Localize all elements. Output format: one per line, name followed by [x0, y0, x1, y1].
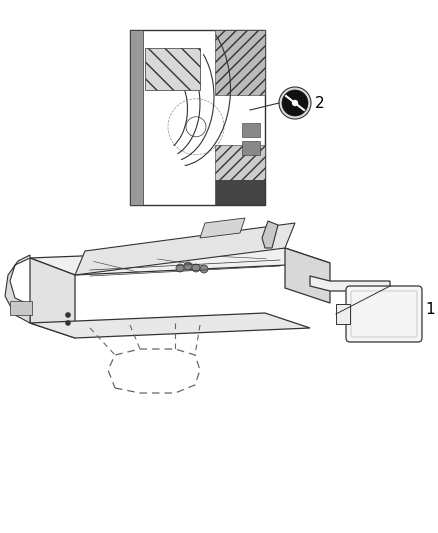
Bar: [130, 30, 265, 205]
Bar: [242, 141, 260, 155]
Bar: [10, 301, 32, 315]
FancyBboxPatch shape: [346, 286, 422, 342]
Circle shape: [192, 264, 200, 272]
Polygon shape: [285, 248, 330, 303]
Bar: [145, 48, 200, 90]
Bar: [215, 145, 265, 180]
Text: 1: 1: [425, 303, 434, 318]
Bar: [130, 30, 143, 205]
Polygon shape: [336, 304, 350, 324]
Bar: [242, 123, 260, 137]
Polygon shape: [200, 218, 245, 238]
Bar: [215, 180, 265, 205]
Circle shape: [292, 100, 298, 106]
Text: 2: 2: [315, 95, 325, 110]
Circle shape: [66, 320, 71, 326]
Bar: [215, 30, 265, 95]
Circle shape: [184, 262, 192, 270]
Polygon shape: [30, 248, 330, 275]
Circle shape: [279, 87, 311, 119]
Circle shape: [200, 265, 208, 273]
Polygon shape: [30, 258, 75, 338]
Polygon shape: [262, 221, 278, 248]
Polygon shape: [75, 223, 295, 275]
Circle shape: [66, 312, 71, 318]
Circle shape: [282, 90, 308, 116]
Polygon shape: [310, 276, 390, 291]
Polygon shape: [30, 313, 310, 338]
Circle shape: [176, 264, 184, 272]
Polygon shape: [5, 255, 30, 323]
